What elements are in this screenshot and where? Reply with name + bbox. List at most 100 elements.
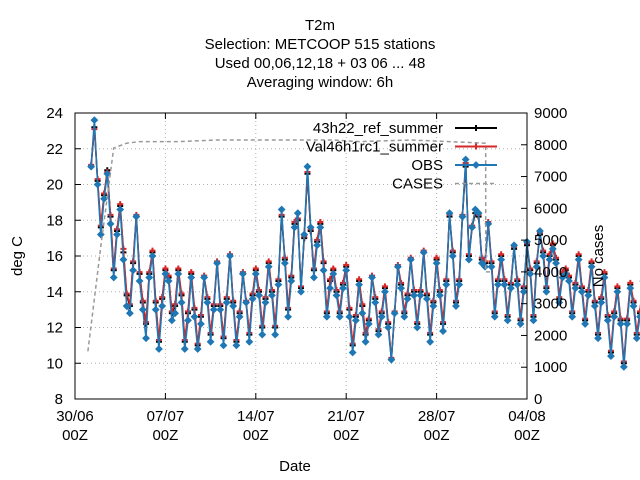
data-point [581,320,590,328]
data-point [232,341,241,350]
data-point [187,273,196,282]
data-point [280,259,289,268]
data-point [536,227,544,235]
legend-label: CASES [392,176,443,193]
data-point [637,308,640,315]
data-point [322,312,331,321]
chart-title: T2m Selection: METCOOP 515 stations Used 0… [205,17,436,91]
title-line: Used 00,06,12,18 + 03 06 ... 48 [215,55,426,72]
axes: 8 10 12 14 16 18 20 22 24 0 1000 2000 3000 4000 5000 60… [9,105,607,475]
data-point [390,309,399,318]
data-point [264,262,273,271]
data-point [494,280,502,289]
data-point [526,269,535,278]
data-point [636,312,640,321]
data-point [245,337,254,346]
data-point [577,287,586,296]
data-point [145,273,154,282]
data-point [358,309,367,318]
data-point [400,312,409,321]
data-point [351,316,360,325]
data-point [135,277,144,285]
title-line: T2m [305,17,335,34]
data-point [90,116,99,125]
data-point [339,284,347,293]
y2-tick-label: 7000 [534,169,567,186]
data-point [610,312,619,321]
data-point [335,312,344,321]
series-obs [87,116,640,371]
data-point [345,312,354,321]
y-tick-label: 10 [46,355,63,372]
data-point [416,291,425,300]
data-point [177,298,186,307]
data-point [410,291,418,300]
data-point [332,291,341,300]
data-point [423,294,431,303]
data-point [96,230,105,239]
data-point [458,212,467,221]
data-point [138,305,147,314]
data-point [472,161,480,169]
data-point [284,312,292,321]
y2-tick-label: 9000 [534,105,567,122]
data-point [216,305,225,314]
data-point [516,320,525,328]
y-tick-label: 24 [46,105,63,122]
data-point [316,223,325,232]
x-tick-label: 00Z [514,427,540,444]
data-point [555,298,564,307]
data-point [587,262,596,271]
data-point [519,287,528,296]
data-point [571,284,580,293]
y2-tick-label: 2000 [534,327,567,344]
data-point [319,266,328,275]
data-point [155,345,163,353]
data-point [445,209,454,218]
data-point [629,302,638,310]
y2-tick-label: 6000 [534,200,567,217]
legend-label: 43h22_ref_summer [313,120,443,137]
grid [75,113,527,399]
data-point [219,341,228,350]
data-point [113,230,121,239]
data-point [171,309,179,318]
data-point [464,255,473,264]
data-point [403,294,412,303]
data-point [258,330,267,339]
data-point [374,330,383,339]
data-point [368,273,376,282]
data-point [600,273,609,282]
data-point [513,280,522,289]
data-point [545,255,554,264]
data-point [293,209,302,218]
data-point [255,291,263,300]
data-point [103,169,112,178]
data-point [432,259,441,268]
data-point [487,262,496,271]
data-point [139,297,146,304]
data-point [313,241,322,250]
data-point [355,280,364,289]
data-point [632,334,640,343]
data-point [387,355,396,364]
plot-area [87,116,640,371]
data-point [510,241,518,250]
data-point [197,320,205,328]
data-point [213,259,221,268]
data-point [474,209,483,218]
y2-tick-label: 1000 [534,359,567,376]
data-point [200,273,209,282]
data-point [406,255,415,264]
data-point [542,287,551,296]
data-point [529,316,538,325]
data-point [377,312,386,321]
title-line: Averaging window: 6h [247,74,393,91]
data-point [290,223,299,232]
data-point [119,255,128,264]
data-point [384,323,393,332]
y-tick-label: 20 [46,177,63,194]
data-point [306,223,315,232]
data-point [287,277,296,285]
